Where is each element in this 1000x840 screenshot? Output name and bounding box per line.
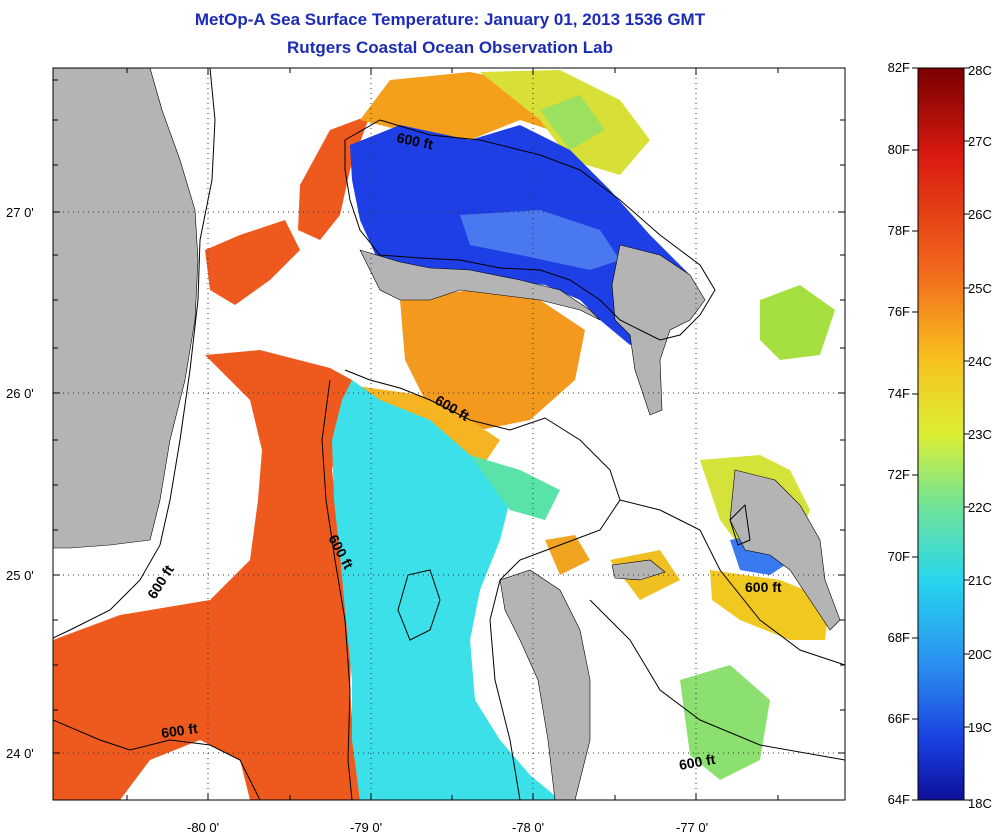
contour-label-north: 600 ft — [395, 129, 434, 152]
lon-label-78: -78 0' — [512, 820, 544, 835]
sst-cool-east — [470, 455, 560, 520]
map-subtitle: Rutgers Coastal Ocean Observation Lab — [287, 38, 613, 57]
andros-island — [499, 569, 591, 800]
axis-ticks — [53, 68, 845, 800]
cb-f-76: 76F — [888, 304, 910, 319]
new-providence-island — [611, 559, 666, 581]
map-panel: 600 ft 600 ft 600 ft 600 ft 600 ft 600 f… — [53, 68, 845, 800]
colorbar: 82F 80F 78F 76F 74F 72F 70F 68F 66F 64F … — [888, 60, 992, 811]
cb-c-23: 23C — [968, 427, 992, 442]
depth-contours — [53, 68, 845, 800]
contour-southeast — [589, 599, 845, 761]
contour-little-bahama-bank — [344, 119, 716, 341]
colorbar-gradient — [917, 67, 965, 801]
contour-label-southwest: 600 ft — [160, 720, 199, 741]
cb-c-18: 18C — [968, 796, 992, 811]
sst-green-east-3 — [680, 665, 770, 780]
cb-c-19: 19C — [968, 720, 992, 735]
contour-label-east: 600 ft — [745, 579, 782, 595]
cb-f-78: 78F — [888, 223, 910, 238]
cb-f-80: 80F — [888, 142, 910, 157]
contour-exuma-sound — [619, 499, 845, 666]
cb-f-82: 82F — [888, 60, 910, 75]
grand-bahama-island — [359, 249, 601, 321]
colorbar-celsius-labels: 28C 27C 26C 25C 24C 23C 22C 21C 20C 19C … — [968, 63, 992, 811]
cb-f-74: 74F — [888, 386, 910, 401]
sst-orange-sw-small — [545, 535, 590, 575]
sst-cold-inlet — [460, 210, 620, 270]
contour-great-bahama-bank — [344, 369, 621, 800]
colorbar-fahrenheit-labels: 82F 80F 78F 76F 74F 72F 70F 68F 66F 64F — [888, 60, 910, 807]
sst-green-ne — [540, 95, 605, 150]
eleuthera-island — [729, 469, 841, 631]
lat-label-26: 26 0' — [6, 386, 34, 401]
sst-warm-northwest — [205, 220, 300, 305]
land-masses — [53, 68, 841, 800]
contour-label-south: 600 ft — [678, 751, 717, 773]
sst-cool-tongue — [332, 380, 560, 800]
lat-label-24: 24 0' — [6, 746, 34, 761]
great-abaco-island — [611, 244, 706, 416]
cb-f-70: 70F — [888, 549, 910, 564]
graticule — [53, 68, 845, 800]
lon-label-79: -79 0' — [350, 820, 382, 835]
latitude-labels: 27 0' 26 0' 25 0' 24 0' — [6, 205, 34, 761]
map-frame — [52, 67, 846, 801]
cb-f-68: 68F — [888, 630, 910, 645]
contour-gulf-stream-west — [321, 379, 353, 800]
cb-c-20: 20C — [968, 647, 992, 662]
cb-f-66: 66F — [888, 711, 910, 726]
contour-florida-shelf — [53, 68, 216, 639]
cb-f-64: 64F — [888, 792, 910, 807]
florida-peninsula — [53, 68, 199, 549]
cb-c-24: 24C — [968, 354, 992, 369]
cb-c-27: 27C — [968, 134, 992, 149]
contour-southwest — [53, 719, 261, 800]
cb-c-25: 25C — [968, 281, 992, 296]
lon-label-80: -80 0' — [187, 820, 219, 835]
sst-yellow-east-2 — [710, 570, 830, 640]
lat-label-25: 25 0' — [6, 568, 34, 583]
cb-c-28: 28C — [968, 63, 992, 78]
cb-c-21: 21C — [968, 573, 992, 588]
lat-label-27: 27 0' — [6, 205, 34, 220]
contour-eleuthera — [729, 503, 751, 546]
cb-c-22: 22C — [968, 500, 992, 515]
lon-label-77: -77 0' — [676, 820, 708, 835]
longitude-labels: -80 0' -79 0' -78 0' -77 0' — [187, 820, 708, 835]
cb-c-26: 26C — [968, 207, 992, 222]
map-title: MetOp-A Sea Surface Temperature: January… — [194, 10, 706, 29]
cb-f-72: 72F — [888, 467, 910, 482]
sst-green-ne-2 — [760, 285, 835, 360]
contour-tongue — [397, 569, 441, 641]
sst-orange-central — [400, 290, 585, 430]
sst-gulf-stream — [53, 350, 360, 800]
